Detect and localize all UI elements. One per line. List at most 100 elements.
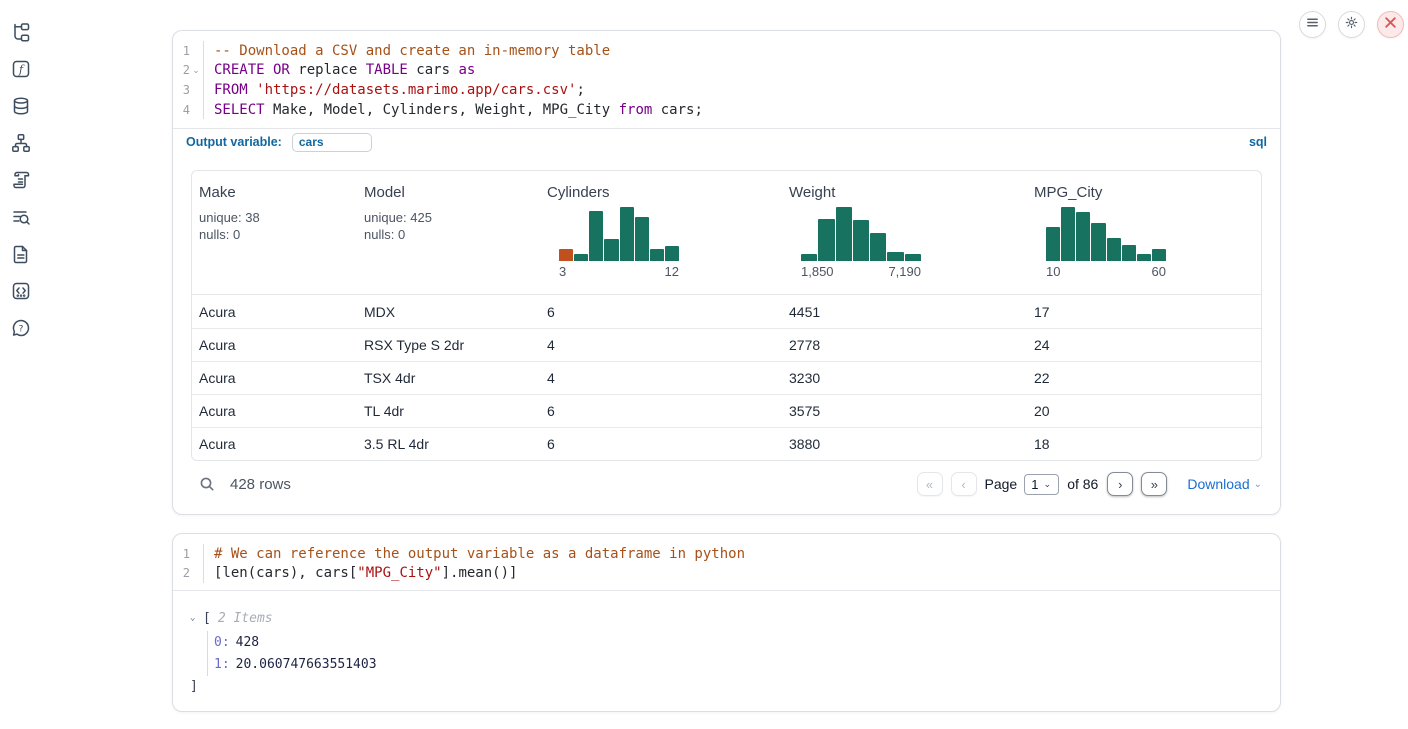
table-cell: 2778 [789,337,821,354]
first-page-button[interactable]: « [916,472,943,497]
help-icon[interactable]: ? [11,318,31,338]
cell-output-divider [173,590,1280,592]
table-row[interactable]: Acura RSX Type S 2dr 4 2778 24 [192,328,1261,361]
table-cell: 6 [547,436,555,453]
output-variable-input[interactable] [291,132,372,152]
table-cell: MDX [364,303,396,320]
tree-root[interactable]: ⌄ [ 2 Items [190,608,1280,628]
code-line[interactable]: SELECT Make, Model, Cylinders, Weight, M… [214,101,703,118]
column-name: Weight [789,184,836,202]
table-cell: 6 [547,303,555,320]
table-header: Make unique: 38 nulls: 0 Model unique: 425 nu… [192,171,1261,296]
column-header[interactable]: MPG_City 10 60 [1027,171,1261,294]
histogram-bar [589,211,604,262]
histogram-bar [1076,212,1091,262]
last-page-button[interactable]: » [1141,472,1168,497]
page-select[interactable]: 1 ⌄ [1024,473,1060,495]
shutdown-button[interactable] [1377,11,1404,38]
table-cell: Acura [199,403,236,420]
tree-entry-value: 20.060747663551403 [235,657,377,673]
code-line[interactable]: [len(cars), cars["MPG_City"].mean()] [214,565,518,582]
settings-button[interactable] [1338,11,1365,38]
histogram-bar [559,249,574,262]
table-cell: TSX 4dr [364,370,416,387]
table-footer: 428 rows « ‹ Page 1 ⌄ of 86 › » Download… [191,464,1262,504]
output-variable-row: Output variable: sql [173,128,1280,155]
table-cell: 4 [547,337,555,354]
column-stats: unique: 38 nulls: 0 [199,210,260,242]
histogram-bar [1091,223,1106,262]
tree-entries: 0: 428 1: 20.060747663551403 [207,631,1280,677]
table-cell: RSX Type S 2dr [364,337,465,354]
table-cell: 22 [1034,370,1050,387]
svg-text:f: f [18,63,25,76]
column-header[interactable]: Make unique: 38 nulls: 0 [192,171,357,294]
snippets-icon[interactable] [11,281,31,301]
dependency-graph-icon[interactable] [11,133,31,153]
histogram-axis: 1,850 7,190 [801,264,921,280]
menu-button[interactable] [1299,11,1326,38]
scratchpad-icon[interactable] [11,170,31,190]
column-stats: unique: 425 nulls: 0 [364,210,432,242]
sidebar-panel: f ? [0,0,42,729]
column-header[interactable]: Model unique: 425 nulls: 0 [357,171,540,294]
python-editor[interactable]: 1 2 # We can reference the output variabl… [173,534,1280,584]
code-line[interactable]: FROM 'https://datasets.marimo.app/cars.c… [214,81,585,98]
histogram-axis: 3 12 [559,264,679,280]
line-number: 1 [182,43,190,58]
column-name: MPG_City [1034,184,1103,202]
line-number: 4 [182,102,190,117]
column-name: Make [199,184,236,202]
line-number: 2 [182,566,190,581]
table-row[interactable]: Acura TL 4dr 6 3575 20 [192,394,1261,427]
column-histogram [559,207,679,262]
search-icon[interactable] [199,476,215,492]
table-cell: 4451 [789,303,821,320]
documentation-icon[interactable] [11,244,31,264]
fold-chevron-icon[interactable]: ⌄ [192,64,200,75]
sql-editor[interactable]: 1 2 ⌄ 3 4 -- Download a CSV and create an in… [173,31,1280,120]
database-icon[interactable] [11,96,31,116]
table-row[interactable]: Acura 3.5 RL 4dr 6 3880 18 [192,427,1261,460]
table-row[interactable]: Acura MDX 6 4451 17 [192,295,1261,328]
file-tree-icon[interactable] [11,22,31,42]
python-cell: 1 2 # We can reference the output variabl… [172,533,1281,712]
page-label: Page [984,476,1018,493]
histogram-bar [1106,238,1121,262]
python-code[interactable]: # We can reference the output variable a… [204,544,745,583]
tree-entry: 1: 20.060747663551403 [214,654,1280,677]
table-body: Acura MDX 6 4451 17 Acura RSX Type S 2dr 4 2778 2… [192,295,1261,460]
language-badge: sql [1248,135,1267,150]
row-count: 428 rows [230,475,291,493]
table-cell: Acura [199,370,236,387]
code-line[interactable]: CREATE OR replace TABLE cars as [214,62,476,79]
histogram-bar [887,252,904,262]
column-histogram [1046,207,1166,262]
histogram-bar [649,249,664,262]
svg-text:?: ? [19,325,24,335]
function-icon[interactable]: f [11,59,31,79]
column-header[interactable]: Cylinders 3 12 [540,171,782,294]
column-header[interactable]: Weight 1,850 7,190 [782,171,1027,294]
table-row[interactable]: Acura TSX 4dr 4 3230 22 [192,361,1261,394]
next-page-button[interactable]: › [1107,472,1134,497]
prev-page-button[interactable]: ‹ [950,472,977,497]
chevron-down-icon[interactable]: ⌄ [190,613,196,624]
results-table: Make unique: 38 nulls: 0 Model unique: 425 nu… [191,170,1262,462]
histogram-bar [1136,254,1151,262]
code-line[interactable]: -- Download a CSV and create an in-memor… [214,42,611,59]
logs-icon[interactable] [11,207,31,227]
line-number: 1 [182,546,190,561]
histogram-bar [574,254,589,262]
output-variable-label: Output variable: [186,135,282,150]
sql-code[interactable]: -- Download a CSV and create an in-memor… [204,41,703,119]
code-line[interactable]: # We can reference the output variable a… [214,545,746,562]
download-button[interactable]: Download ⌄ [1187,476,1262,492]
table-cell: 20 [1034,403,1050,420]
output-tree: ⌄ [ 2 Items 0: 428 1: 20.060747663551403 ] [173,591,1280,696]
close-icon [1384,16,1397,34]
histogram-bar [664,246,679,262]
table-cell: 24 [1034,337,1050,354]
open-bracket: [ [203,610,211,626]
column-histogram [801,207,921,262]
